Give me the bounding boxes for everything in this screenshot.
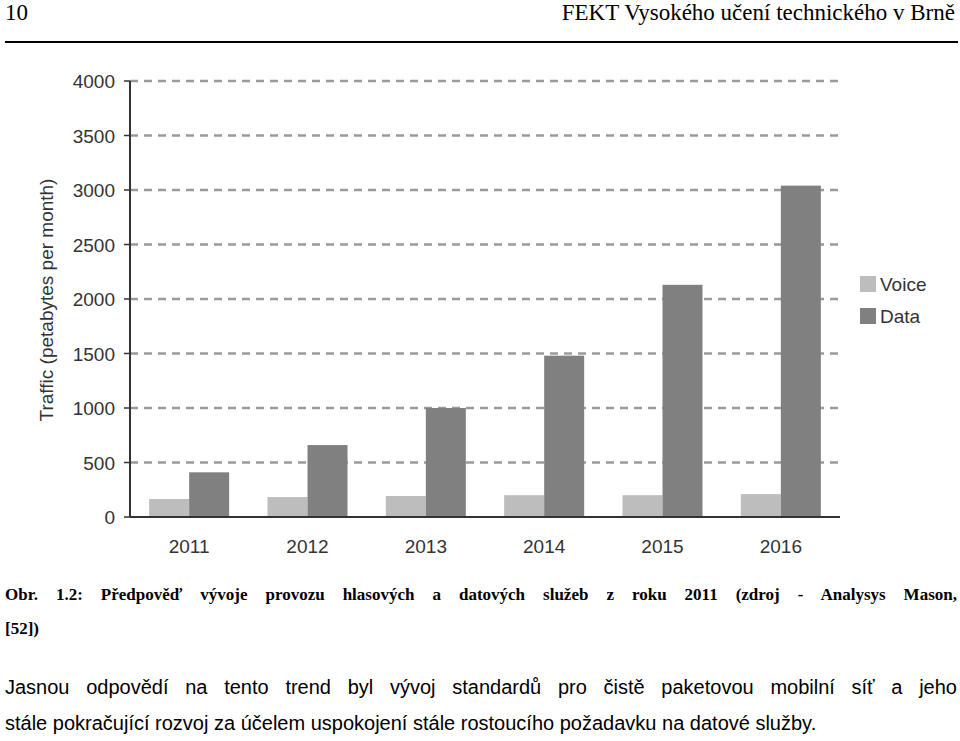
bar — [149, 499, 189, 517]
legend-swatch — [860, 308, 876, 324]
grid-line — [130, 407, 840, 410]
header-rule — [5, 41, 958, 43]
bars — [149, 186, 821, 517]
legend-swatch — [860, 276, 876, 292]
tick-label: 500 — [83, 453, 115, 474]
category-label: 2011 — [169, 536, 210, 557]
figure-caption: [52]) — [5, 619, 957, 639]
grid-line — [130, 298, 840, 301]
grid-line — [130, 80, 840, 83]
running-title: FEKT Vysokého učení technického v Brně — [562, 0, 955, 26]
bar — [663, 285, 703, 517]
tick-label: 1500 — [73, 344, 115, 365]
x-axis — [130, 516, 840, 518]
bar — [426, 408, 466, 517]
tick-label: 4000 — [73, 71, 115, 92]
bar — [308, 445, 348, 517]
legend-label: Voice — [880, 274, 926, 295]
grid-line — [130, 352, 840, 355]
category-label: 2012 — [286, 536, 328, 557]
tick-label: 0 — [104, 507, 115, 528]
body-text: Jasnou odpovědí na tento trend byl vývoj… — [5, 676, 957, 699]
category-label: 2015 — [641, 536, 683, 557]
grid-line — [130, 189, 840, 192]
bar — [386, 496, 426, 517]
category-label: 2014 — [523, 536, 566, 557]
bar — [544, 356, 584, 517]
grid-line — [130, 243, 840, 246]
bar — [189, 472, 229, 517]
tick-label: 3000 — [73, 180, 115, 201]
grid-line — [130, 461, 840, 464]
figure-caption: Obr. 1.2: Předpověď vývoje provozu hlaso… — [5, 585, 957, 605]
axis-title: Traffic (petabytes per month) — [36, 179, 57, 422]
bar — [504, 495, 544, 517]
chart: 0 500 1000 1500 2000 2500 3000 3500 4000 2011 2012… — [0, 0, 960, 741]
tick-label: 1000 — [73, 398, 115, 419]
category-label: 2013 — [405, 536, 447, 557]
body-text: stále pokračující rozvoj za účelem uspok… — [5, 712, 957, 735]
tick-label: 2000 — [73, 289, 115, 310]
bar — [741, 494, 781, 517]
grid-line — [130, 134, 840, 137]
bar — [781, 186, 821, 517]
bar — [268, 497, 308, 517]
tick-label: 3500 — [73, 126, 115, 147]
category-label: 2016 — [760, 536, 802, 557]
y-axis — [129, 81, 131, 517]
bar — [623, 495, 663, 517]
tick-label: 2500 — [73, 235, 115, 256]
legend-label: Data — [880, 306, 921, 327]
page-number: 10 — [5, 0, 28, 26]
